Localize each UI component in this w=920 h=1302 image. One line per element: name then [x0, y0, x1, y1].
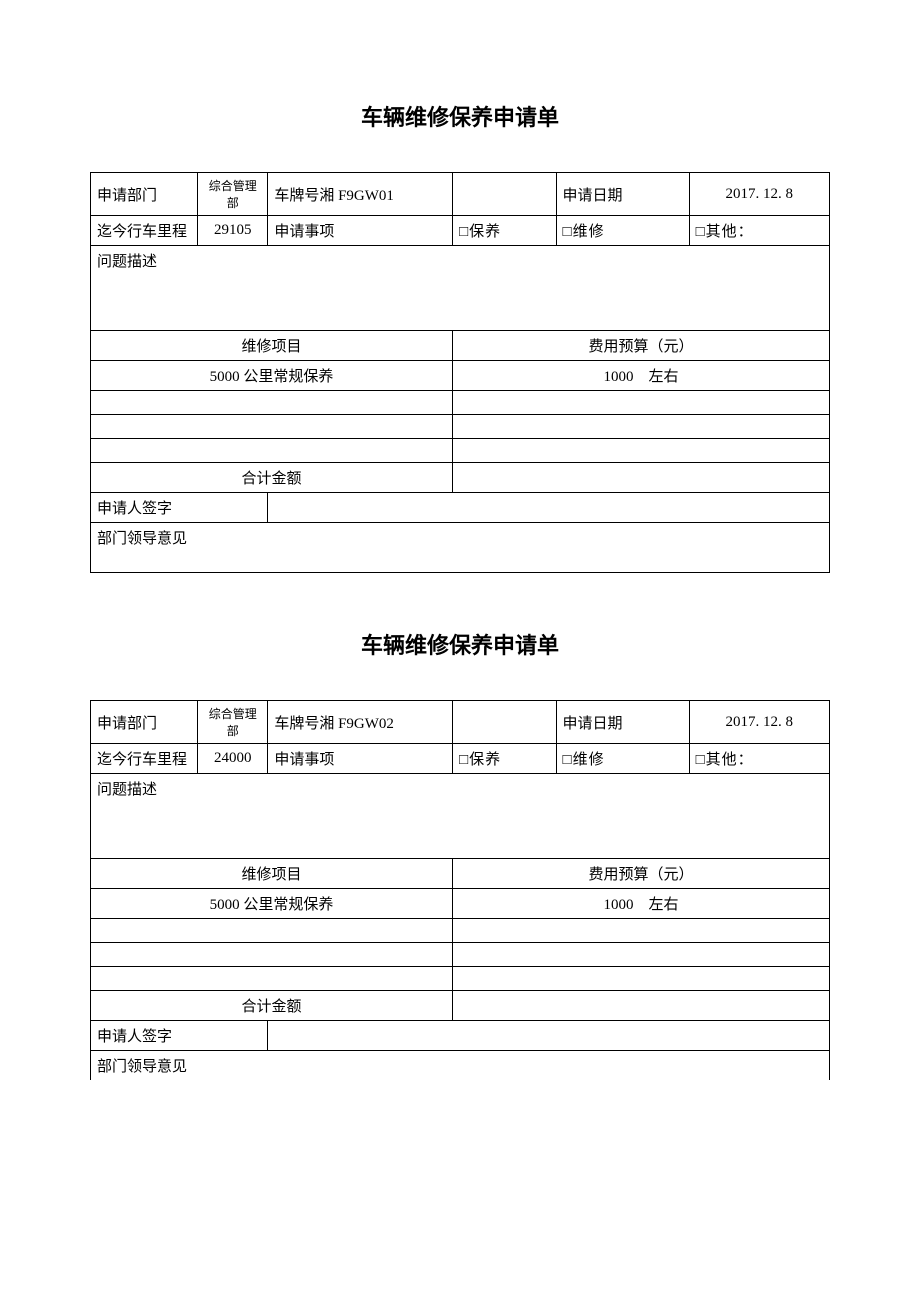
table-row: 迄今行车里程 29105 申请事项 □保养 □维修 □其他： — [91, 216, 830, 246]
plate-value — [453, 173, 556, 216]
table-row — [91, 439, 830, 463]
applicant-sign-value — [268, 493, 830, 523]
problem-description: 问题描述 — [91, 774, 830, 859]
project-name: 5000 公里常规保养 — [91, 889, 453, 919]
table-row: 问题描述 — [91, 246, 830, 331]
plate-label: 车牌号湘 F9GW01 — [268, 173, 453, 216]
project-name — [91, 919, 453, 943]
table-row: 部门领导意见 — [91, 523, 830, 573]
table-row: 维修项目 费用预算（元） — [91, 331, 830, 361]
opt-maintain: □保养 — [453, 744, 556, 774]
table-row — [91, 415, 830, 439]
form-2: 车辆维修保养申请单 申请部门 综合管理部 车牌号湘 F9GW02 申请日期 20… — [90, 628, 830, 1080]
applicant-sign-value — [268, 1021, 830, 1051]
form-1: 车辆维修保养申请单 申请部门 综合管理部 车牌号湘 F9GW01 申请日期 20… — [90, 100, 830, 573]
dept-opinion: 部门领导意见 — [91, 1051, 830, 1081]
table-row: 5000 公里常规保养 1000 左右 — [91, 361, 830, 391]
table-row — [91, 967, 830, 991]
total-value — [453, 463, 830, 493]
opt-repair: □维修 — [556, 216, 689, 246]
project-header: 维修项目 — [91, 331, 453, 361]
project-budget — [453, 943, 830, 967]
project-name — [91, 391, 453, 415]
table-row: 5000 公里常规保养 1000 左右 — [91, 889, 830, 919]
date-label: 申请日期 — [556, 701, 689, 744]
table-row: 迄今行车里程 24000 申请事项 □保养 □维修 □其他： — [91, 744, 830, 774]
table-row: 申请人签字 — [91, 1021, 830, 1051]
form-title: 车辆维修保养申请单 — [90, 100, 830, 132]
project-budget — [453, 967, 830, 991]
table-row — [91, 391, 830, 415]
total-value — [453, 991, 830, 1021]
project-name — [91, 439, 453, 463]
project-budget: 1000 左右 — [453, 361, 830, 391]
total-label: 合计金额 — [91, 463, 453, 493]
opt-other: □其他： — [689, 216, 829, 246]
project-header: 维修项目 — [91, 859, 453, 889]
table-row: 维修项目 费用预算（元） — [91, 859, 830, 889]
table-row: 申请部门 综合管理部 车牌号湘 F9GW02 申请日期 2017. 12. 8 — [91, 701, 830, 744]
budget-header: 费用预算（元） — [453, 331, 830, 361]
form-table: 申请部门 综合管理部 车牌号湘 F9GW01 申请日期 2017. 12. 8 … — [90, 172, 830, 573]
table-row: 申请人签字 — [91, 493, 830, 523]
opt-maintain: □保养 — [453, 216, 556, 246]
plate-label: 车牌号湘 F9GW02 — [268, 701, 453, 744]
project-budget — [453, 919, 830, 943]
matter-label: 申请事项 — [268, 216, 453, 246]
matter-label: 申请事项 — [268, 744, 453, 774]
applicant-sign-label: 申请人签字 — [91, 1021, 268, 1051]
plate-value — [453, 701, 556, 744]
table-row: 合计金额 — [91, 991, 830, 1021]
project-name — [91, 415, 453, 439]
mileage-label: 迄今行车里程 — [91, 216, 198, 246]
date-value: 2017. 12. 8 — [689, 173, 829, 216]
table-row: 申请部门 综合管理部 车牌号湘 F9GW01 申请日期 2017. 12. 8 — [91, 173, 830, 216]
date-label: 申请日期 — [556, 173, 689, 216]
dept-label: 申请部门 — [91, 701, 198, 744]
dept-value: 综合管理部 — [198, 173, 268, 216]
form-table: 申请部门 综合管理部 车牌号湘 F9GW02 申请日期 2017. 12. 8 … — [90, 700, 830, 1080]
project-budget — [453, 439, 830, 463]
project-name — [91, 967, 453, 991]
project-budget — [453, 391, 830, 415]
project-name — [91, 943, 453, 967]
table-row — [91, 919, 830, 943]
project-budget — [453, 415, 830, 439]
applicant-sign-label: 申请人签字 — [91, 493, 268, 523]
opt-other: □其他： — [689, 744, 829, 774]
total-label: 合计金额 — [91, 991, 453, 1021]
project-budget: 1000 左右 — [453, 889, 830, 919]
date-value: 2017. 12. 8 — [689, 701, 829, 744]
dept-value: 综合管理部 — [198, 701, 268, 744]
mileage-label: 迄今行车里程 — [91, 744, 198, 774]
table-row: 部门领导意见 — [91, 1051, 830, 1081]
budget-header: 费用预算（元） — [453, 859, 830, 889]
dept-opinion: 部门领导意见 — [91, 523, 830, 573]
mileage-value: 24000 — [198, 744, 268, 774]
problem-description: 问题描述 — [91, 246, 830, 331]
mileage-value: 29105 — [198, 216, 268, 246]
dept-label: 申请部门 — [91, 173, 198, 216]
form-title: 车辆维修保养申请单 — [90, 628, 830, 660]
opt-repair: □维修 — [556, 744, 689, 774]
table-row: 问题描述 — [91, 774, 830, 859]
project-name: 5000 公里常规保养 — [91, 361, 453, 391]
table-row — [91, 943, 830, 967]
table-row: 合计金额 — [91, 463, 830, 493]
